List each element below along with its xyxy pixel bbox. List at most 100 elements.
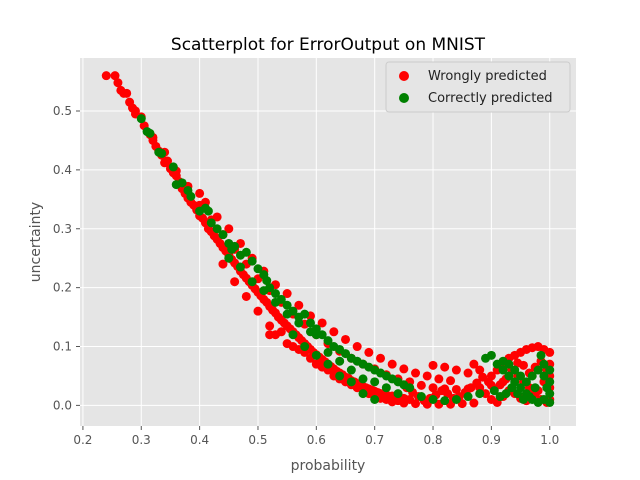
point-correctly-predicted	[545, 365, 555, 375]
legend-label-wrong: Wrongly predicted	[428, 69, 547, 84]
point-wrongly-predicted	[101, 71, 111, 81]
point-wrongly-predicted	[224, 224, 234, 234]
point-wrongly-predicted	[446, 376, 456, 386]
x-tick-label: 0.9	[482, 433, 501, 447]
y-tick-label: 0.2	[53, 281, 72, 295]
point-correctly-predicted	[498, 365, 508, 375]
x-axis-label: probability	[291, 458, 366, 474]
point-correctly-predicted	[346, 365, 356, 375]
point-wrongly-predicted	[463, 368, 473, 378]
point-wrongly-predicted	[276, 327, 286, 337]
y-axis-label: uncertainty	[28, 202, 44, 282]
point-correctly-predicted	[168, 162, 178, 172]
point-correctly-predicted	[510, 365, 520, 375]
point-wrongly-predicted	[122, 88, 132, 98]
point-correctly-predicted	[507, 383, 517, 393]
point-correctly-predicted	[311, 350, 321, 360]
data-points	[101, 71, 555, 409]
point-correctly-predicted	[346, 377, 356, 387]
point-correctly-predicted	[247, 277, 257, 287]
point-wrongly-predicted	[475, 365, 485, 375]
point-correctly-predicted	[259, 286, 269, 296]
point-wrongly-predicted	[422, 371, 432, 381]
point-wrongly-predicted	[317, 318, 327, 328]
point-wrongly-predicted	[434, 374, 444, 384]
point-wrongly-predicted	[352, 342, 362, 352]
point-correctly-predicted	[539, 371, 549, 381]
y-tick-label: 0.1	[53, 340, 72, 354]
point-correctly-predicted	[203, 206, 213, 216]
point-wrongly-predicted	[163, 156, 173, 166]
point-correctly-predicted	[542, 383, 552, 393]
point-correctly-predicted	[294, 318, 304, 328]
point-correctly-predicted	[186, 191, 196, 201]
x-tick-label: 0.4	[190, 433, 209, 447]
legend-label-correct: Correctly predicted	[428, 91, 553, 106]
point-correctly-predicted	[513, 389, 523, 399]
point-wrongly-predicted	[469, 359, 479, 369]
point-wrongly-predicted	[241, 291, 251, 301]
point-correctly-predicted	[516, 371, 526, 381]
point-correctly-predicted	[212, 224, 222, 234]
point-wrongly-predicted	[411, 368, 421, 378]
point-correctly-predicted	[475, 389, 485, 399]
point-correctly-predicted	[370, 395, 380, 404]
point-wrongly-predicted	[469, 398, 479, 408]
legend-marker-correct	[399, 93, 409, 103]
plot-area	[80, 58, 576, 426]
x-tick-label: 0.2	[73, 433, 92, 447]
point-wrongly-predicted	[381, 395, 391, 404]
point-correctly-predicted	[247, 256, 257, 266]
point-correctly-predicted	[416, 392, 426, 402]
point-correctly-predicted	[270, 289, 280, 299]
legend-marker-wrong	[399, 71, 409, 81]
point-correctly-predicted	[282, 309, 292, 319]
point-wrongly-predicted	[364, 347, 374, 357]
y-axis-ticks: 0.0 0.1 0.2 0.3 0.4 0.5	[53, 104, 80, 412]
point-wrongly-predicted	[411, 399, 421, 409]
point-correctly-predicted	[300, 342, 310, 352]
x-axis-ticks: 0.2 0.3 0.4 0.5 0.6 0.7 0.8 0.9 1.0	[73, 426, 559, 447]
point-wrongly-predicted	[329, 327, 339, 337]
point-correctly-predicted	[370, 377, 380, 387]
point-correctly-predicted	[486, 350, 496, 360]
point-wrongly-predicted	[212, 212, 222, 222]
x-tick-label: 1.0	[540, 433, 559, 447]
point-correctly-predicted	[262, 276, 272, 286]
point-correctly-predicted	[195, 206, 205, 216]
point-correctly-predicted	[498, 356, 508, 366]
point-wrongly-predicted	[265, 321, 275, 331]
point-wrongly-predicted	[294, 300, 304, 310]
point-correctly-predicted	[451, 395, 461, 404]
point-correctly-predicted	[536, 350, 546, 360]
point-wrongly-predicted	[399, 364, 409, 374]
point-wrongly-predicted	[311, 359, 321, 369]
point-correctly-predicted	[305, 318, 315, 328]
y-tick-label: 0.5	[53, 104, 72, 118]
point-wrongly-predicted	[230, 277, 240, 287]
point-correctly-predicted	[253, 264, 263, 274]
legend: Wrongly predicted Correctly predicted	[385, 61, 571, 113]
point-correctly-predicted	[323, 336, 333, 346]
point-wrongly-predicted	[341, 334, 351, 344]
legend-box	[385, 61, 571, 113]
point-wrongly-predicted	[110, 71, 120, 81]
point-correctly-predicted	[305, 327, 315, 337]
point-correctly-predicted	[230, 241, 240, 251]
y-tick-label: 0.3	[53, 222, 72, 236]
point-correctly-predicted	[335, 356, 345, 366]
point-correctly-predicted	[440, 396, 450, 406]
point-wrongly-predicted	[451, 384, 461, 394]
point-correctly-predicted	[335, 371, 345, 381]
point-correctly-predicted	[206, 218, 216, 228]
point-correctly-predicted	[504, 371, 514, 381]
point-wrongly-predicted	[428, 383, 438, 393]
point-wrongly-predicted	[376, 353, 386, 363]
point-wrongly-predicted	[428, 360, 438, 370]
point-correctly-predicted	[530, 383, 540, 393]
x-tick-label: 0.6	[307, 433, 326, 447]
point-correctly-predicted	[533, 365, 543, 375]
point-correctly-predicted	[489, 386, 499, 396]
y-tick-label: 0.0	[53, 398, 72, 412]
